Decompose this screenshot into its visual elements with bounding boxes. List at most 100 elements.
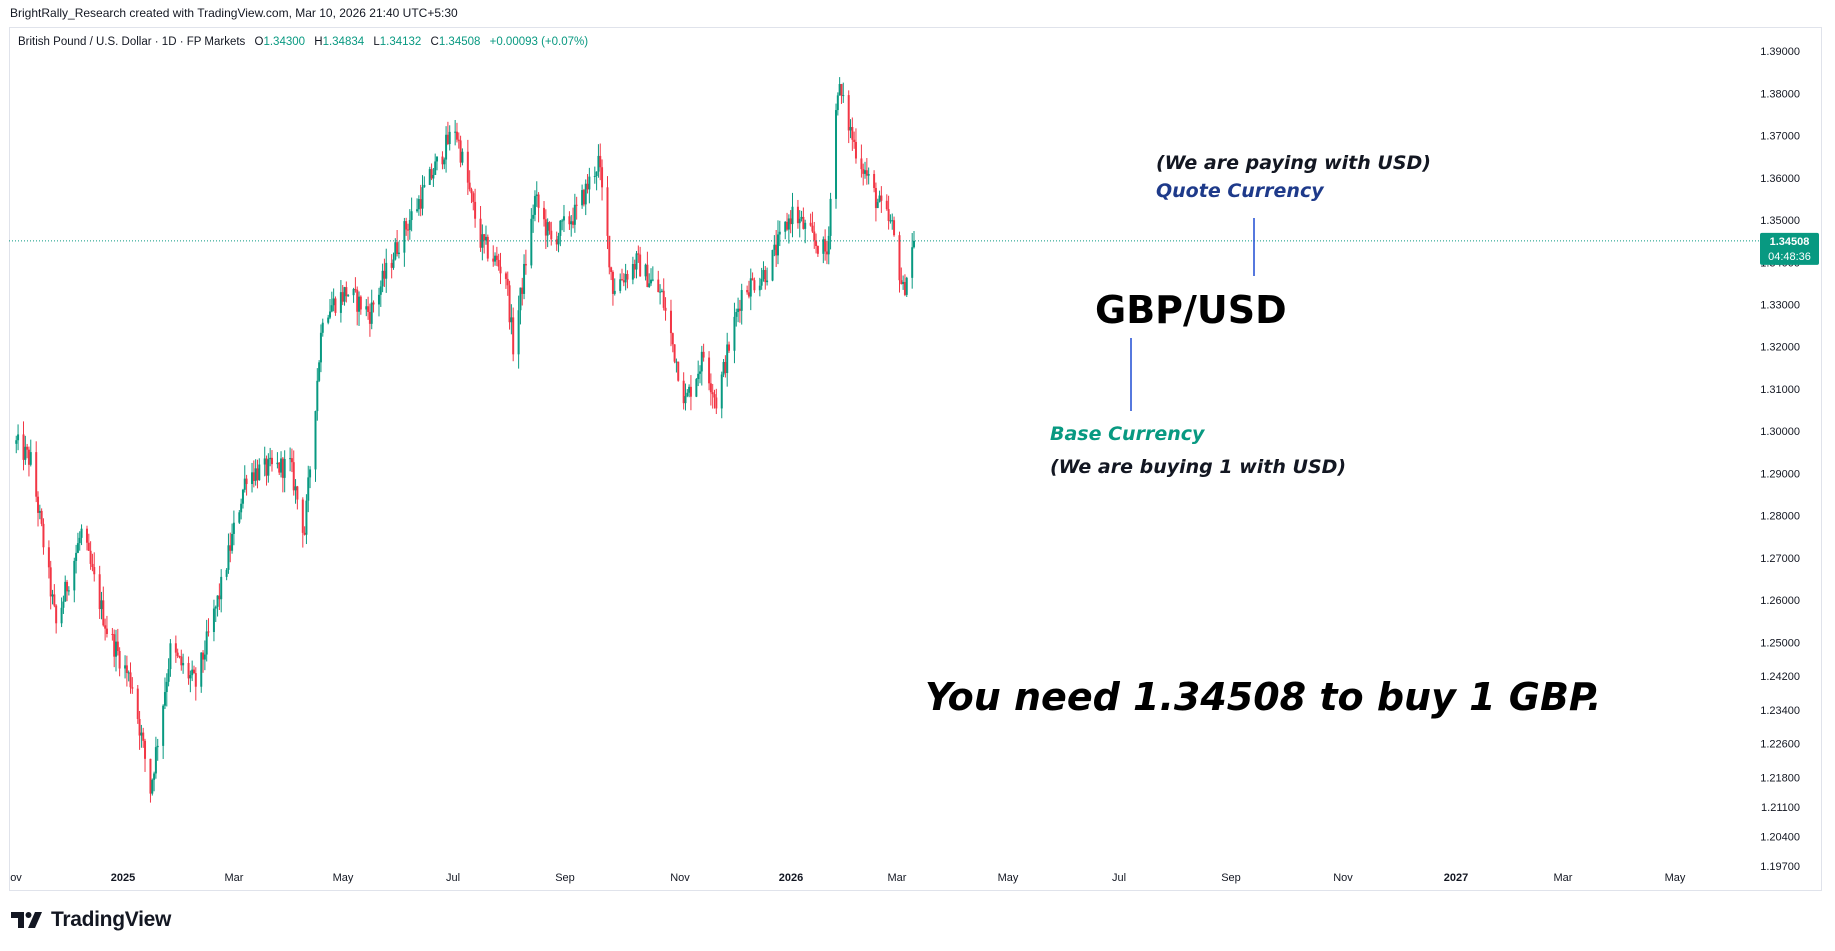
candle-body <box>78 537 81 544</box>
candle-body <box>140 732 143 736</box>
candle-body <box>827 235 830 255</box>
candle-body <box>280 458 283 473</box>
tradingview-logo[interactable]: TradingView <box>11 908 171 932</box>
candle-body <box>903 281 906 295</box>
candle-body <box>156 745 159 748</box>
price-tick-label: 1.32000 <box>1760 342 1800 354</box>
candle-body <box>37 496 40 513</box>
candle-body <box>519 287 522 311</box>
chart-frame[interactable] <box>9 27 1822 891</box>
candle-body <box>738 308 741 311</box>
candle-body <box>417 199 420 210</box>
candle-body <box>38 510 41 513</box>
candle-body <box>187 662 190 679</box>
price-tick-label: 1.35000 <box>1760 215 1800 227</box>
candle-body <box>548 222 551 231</box>
candle-body <box>459 140 462 163</box>
candle-body <box>659 291 662 293</box>
candle-body <box>802 216 805 229</box>
candle-body <box>153 773 156 780</box>
candle-body <box>508 285 511 323</box>
candle-body <box>434 161 437 175</box>
candle-body <box>876 202 879 209</box>
candle-body <box>911 247 914 278</box>
candle-body <box>343 287 346 302</box>
candle-body <box>283 458 286 478</box>
price-tick-label: 1.38000 <box>1760 88 1800 100</box>
candle-body <box>24 446 27 460</box>
candle-body <box>798 218 801 224</box>
price-tick-label: 1.23400 <box>1760 705 1800 717</box>
candle-body <box>611 271 614 294</box>
candle-body <box>893 220 896 236</box>
candle-body <box>243 478 246 490</box>
candle-body <box>835 110 838 199</box>
candle-body <box>436 156 439 162</box>
candle-body <box>753 280 756 291</box>
candle-body <box>408 220 411 230</box>
candle-body <box>740 290 743 311</box>
candle-body <box>737 308 740 313</box>
candle-body <box>182 662 185 666</box>
candle-body <box>601 167 604 188</box>
candle-body <box>492 258 495 262</box>
candle-body <box>53 594 56 606</box>
candle-body <box>89 550 92 564</box>
candle-body <box>42 523 45 548</box>
candle-body <box>461 151 464 163</box>
candle-body <box>365 306 368 310</box>
candle-body <box>318 362 321 381</box>
candle-body <box>811 225 814 232</box>
candle-body <box>746 290 749 293</box>
candle-body <box>555 239 558 245</box>
candle-body <box>232 522 235 534</box>
candle-body <box>115 641 118 657</box>
candle-body <box>138 719 141 736</box>
time-tick-label: 2027 <box>1444 872 1468 884</box>
candle-body <box>619 279 622 291</box>
candle-body <box>889 220 892 222</box>
candle-body <box>316 380 319 412</box>
price-tick-label: 1.37000 <box>1760 131 1800 143</box>
time-tick-label: Nov <box>670 872 690 884</box>
candle-body <box>220 576 223 600</box>
candle-body <box>506 278 509 286</box>
candle-body <box>809 222 812 226</box>
candle-body <box>448 131 451 145</box>
candle-body <box>104 625 107 629</box>
candle-body <box>682 380 685 404</box>
candle-body <box>673 344 676 362</box>
price-tick-label: 1.36000 <box>1760 173 1800 185</box>
candle-body <box>913 240 915 248</box>
candle-body <box>644 264 647 277</box>
candle-body <box>26 446 29 450</box>
candle-body <box>639 254 642 277</box>
candle-body <box>568 216 571 225</box>
candle-body <box>125 665 128 673</box>
candle-body <box>593 175 596 177</box>
candle-body <box>597 155 600 172</box>
candle-body <box>775 244 778 256</box>
candle-body <box>862 169 865 174</box>
candle-body <box>93 567 96 575</box>
candle-body <box>98 574 101 610</box>
time-tick-label: Mar <box>225 872 244 884</box>
last-price-badge: 1.34508 04:48:36 <box>1760 232 1819 265</box>
candle-body <box>804 222 807 229</box>
candle-body <box>149 758 152 794</box>
candle-body <box>49 567 52 597</box>
symbol-legend[interactable]: British Pound / U.S. Dollar · 1D · FP Ma… <box>18 36 588 48</box>
candle-body <box>720 374 723 409</box>
candle-body <box>484 236 487 241</box>
candle-body <box>713 394 716 398</box>
price-tick-label: 1.21100 <box>1761 802 1800 814</box>
candle-body <box>762 270 765 279</box>
candle-body <box>142 732 145 741</box>
candle-body <box>423 184 426 188</box>
candle-body <box>561 220 564 222</box>
candle-body <box>116 641 119 651</box>
candle-body <box>165 681 168 693</box>
candle-body <box>267 459 270 476</box>
candle-body <box>403 221 406 253</box>
